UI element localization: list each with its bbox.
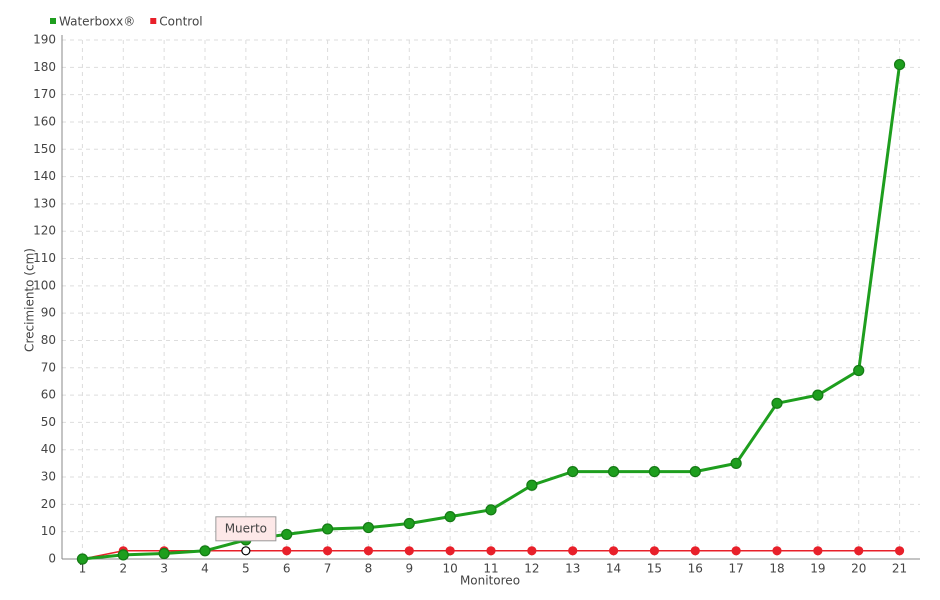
data-point — [486, 546, 496, 556]
data-point — [648, 465, 661, 478]
y-tick-label: 50 — [41, 415, 56, 429]
data-point — [445, 546, 455, 556]
data-point — [444, 511, 456, 523]
y-tick-label: 10 — [41, 524, 56, 538]
y-tick-label: 30 — [41, 470, 56, 484]
x-tick-label: 4 — [201, 562, 209, 576]
y-tick-label: 90 — [41, 306, 56, 320]
x-tick-label: 15 — [647, 562, 662, 576]
data-point — [893, 58, 906, 71]
data-point — [812, 389, 824, 401]
annotation: Muerto — [225, 521, 267, 535]
data-point — [404, 546, 414, 556]
legend-label: Waterboxx® — [59, 15, 135, 29]
data-point — [363, 546, 374, 556]
y-tick-label: 150 — [33, 142, 56, 156]
x-tick-label: 9 — [405, 562, 413, 576]
data-point — [241, 546, 251, 556]
x-tick-label: 12 — [524, 562, 539, 576]
data-point — [321, 523, 334, 535]
annotation-box — [215, 516, 277, 542]
x-axis-label: Monitoreo — [460, 574, 520, 588]
x-tick-label: 11 — [483, 562, 498, 576]
x-tick-label: 19 — [810, 562, 825, 576]
y-tick-label: 190 — [33, 33, 56, 47]
x-tick-label: 16 — [688, 562, 703, 576]
x-tick-label: 14 — [606, 562, 621, 576]
x-tick-label: 7 — [324, 562, 332, 576]
legend-swatch — [150, 18, 157, 24]
data-point — [689, 465, 701, 478]
data-point — [322, 546, 333, 556]
data-point — [690, 546, 700, 556]
data-point — [281, 528, 293, 541]
y-tick-label: 180 — [33, 60, 56, 74]
y-tick-label: 20 — [41, 497, 56, 511]
data-point — [362, 521, 375, 534]
data-point — [526, 479, 538, 491]
y-tick-label: 130 — [33, 196, 56, 210]
y-tick-label: 40 — [41, 442, 56, 456]
legend-item[interactable]: Waterboxx® — [50, 15, 135, 29]
data-point — [568, 546, 578, 556]
data-point — [813, 546, 823, 556]
data-point — [485, 504, 497, 516]
x-tick-label: 20 — [851, 562, 866, 576]
data-point — [894, 546, 905, 556]
legend-item[interactable]: Control — [150, 15, 203, 29]
legend-swatch — [50, 18, 56, 24]
data-point — [117, 549, 129, 561]
x-tick-label: 2 — [119, 562, 127, 576]
y-tick-label: 60 — [41, 388, 56, 402]
y-tick-label: 70 — [41, 360, 56, 374]
data-point — [607, 465, 620, 478]
data-point — [731, 546, 741, 556]
y-tick-label: 120 — [33, 224, 56, 238]
y-tick-label: 110 — [33, 251, 56, 265]
y-tick-label: 160 — [33, 114, 56, 128]
data-point — [282, 546, 292, 556]
x-tick-label: 21 — [892, 562, 907, 576]
data-point — [854, 546, 864, 556]
y-tick-label: 140 — [33, 169, 56, 183]
x-tick-label: 13 — [565, 562, 580, 576]
data-point — [199, 545, 211, 557]
x-tick-label: 8 — [365, 562, 373, 576]
x-tick-label: 6 — [283, 562, 291, 576]
data-point — [567, 465, 579, 478]
x-tick-label: 10 — [443, 562, 458, 576]
data-point — [730, 457, 742, 469]
data-point — [403, 517, 415, 530]
x-tick-label: 17 — [729, 562, 744, 576]
x-tick-label: 5 — [242, 562, 250, 576]
data-point — [158, 547, 170, 560]
x-tick-label: 18 — [769, 562, 784, 576]
data-point — [649, 546, 660, 556]
y-tick-label: 80 — [41, 333, 56, 347]
x-tick-label: 3 — [160, 562, 168, 576]
y-tick-label: 100 — [33, 278, 56, 292]
data-point — [527, 546, 537, 556]
data-point — [771, 397, 783, 409]
data-point — [608, 546, 619, 556]
x-tick-label: 1 — [79, 562, 87, 576]
y-axis-label: Crecimiento (cm) — [23, 248, 37, 352]
data-point — [76, 553, 89, 565]
y-tick-label: 0 — [48, 552, 56, 566]
y-tick-label: 170 — [33, 87, 56, 101]
legend-label: Control — [159, 15, 202, 29]
data-point — [772, 546, 782, 556]
data-point — [853, 364, 865, 377]
